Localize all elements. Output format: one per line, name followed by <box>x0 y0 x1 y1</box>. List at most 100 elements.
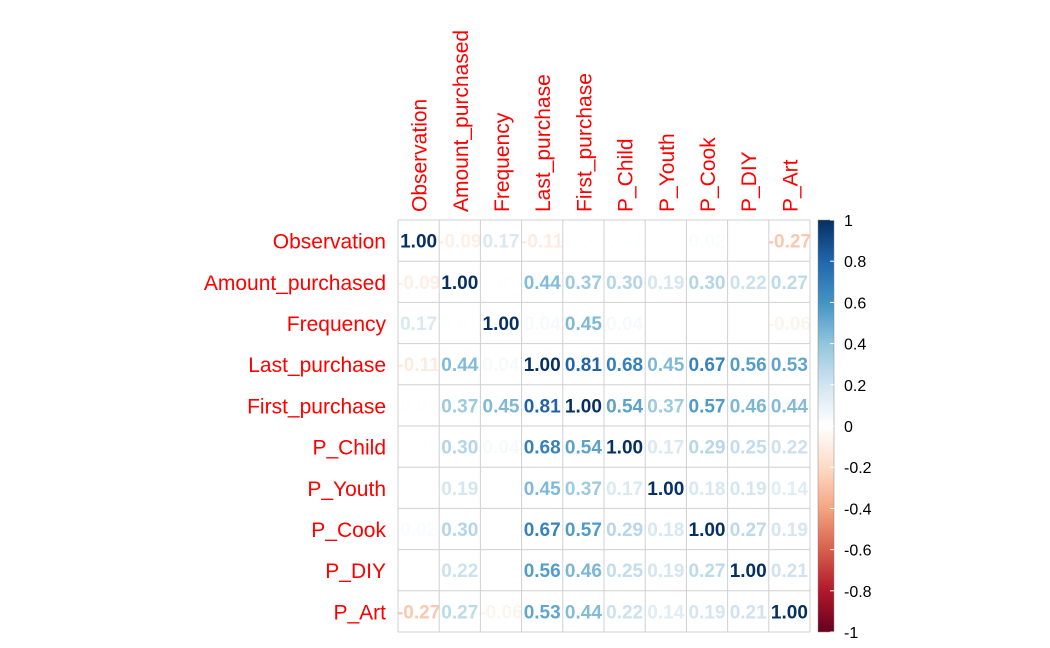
cell-value-label: 0.22 <box>441 561 478 582</box>
cell-value-label: 0.30 <box>606 273 643 294</box>
column-label: P_Cook <box>697 137 720 212</box>
cell-value-label: 0.44 <box>565 602 602 623</box>
heatmap-cell <box>480 590 522 632</box>
cell-value-label: 0.02 <box>400 520 437 541</box>
heatmap-cell <box>439 549 481 591</box>
cell-value-label: 0.00 <box>647 314 684 335</box>
heatmap-cell <box>439 590 481 632</box>
cell-value-label: 0.45 <box>483 396 520 417</box>
cell-value-label: 1.00 <box>771 602 808 623</box>
cell-value-label: 0.00 <box>730 314 767 335</box>
cell-value-label: 0.17 <box>400 314 437 335</box>
row-label: Observation <box>273 231 386 254</box>
cell-value-label: 0.46 <box>730 396 767 417</box>
heatmap-cell <box>398 426 440 468</box>
cell-value-label: 0.45 <box>647 355 684 376</box>
column-label: P_Art <box>779 159 802 212</box>
cell-value-label: 0.00 <box>647 232 684 253</box>
heatmap-cell <box>727 384 769 426</box>
heatmap-cell <box>768 467 810 509</box>
colorbar-tick-label: -0.2 <box>844 460 872 477</box>
heatmap-cell <box>439 384 481 426</box>
cell-value-label: 0.30 <box>441 520 478 541</box>
heatmap-cell <box>480 467 522 509</box>
cell-value-label: 0.01 <box>483 273 520 294</box>
cell-value-label: -0.09 <box>438 232 481 253</box>
cell-value-label: 0.18 <box>689 479 726 500</box>
heatmap-cell <box>645 508 687 550</box>
heatmap-cell <box>686 508 728 550</box>
cell-value-label: 0.68 <box>524 438 561 459</box>
heatmap-cell <box>398 467 440 509</box>
cell-value-label: 0.27 <box>730 520 767 541</box>
heatmap-cell <box>604 549 646 591</box>
cell-value-label: 0.29 <box>689 438 726 459</box>
row-label: P_DIY <box>325 560 386 583</box>
heatmap-cell <box>480 302 522 344</box>
heatmap-cell <box>727 467 769 509</box>
cell-value-label: 0.27 <box>441 602 478 623</box>
cell-value-label: 0.45 <box>565 314 602 335</box>
heatmap-cell <box>562 220 604 262</box>
cell-value-label: 0.19 <box>647 273 684 294</box>
cell-value-label: 0.22 <box>606 602 643 623</box>
cell-value-label: 0.25 <box>730 438 767 459</box>
heatmap-cell <box>768 384 810 426</box>
heatmap-cell <box>398 384 440 426</box>
heatmap-cell <box>645 549 687 591</box>
heatmap-cell <box>439 220 481 262</box>
heatmap-cell <box>562 549 604 591</box>
heatmap-cell <box>645 590 687 632</box>
heatmap-cell <box>604 302 646 344</box>
heatmap-cell <box>727 426 769 468</box>
heatmap-cell <box>398 261 440 303</box>
row-label: Amount_purchased <box>204 272 386 295</box>
cell-value-label: 1.00 <box>647 479 684 500</box>
heatmap-cell <box>604 384 646 426</box>
heatmap-cell <box>686 590 728 632</box>
cell-value-label: 0.56 <box>730 355 767 376</box>
heatmap-cell <box>521 384 563 426</box>
column-label: P_DIY <box>738 151 761 212</box>
cell-value-label: 0.19 <box>730 479 767 500</box>
cell-value-label: 0.68 <box>606 355 643 376</box>
heatmap-cell <box>686 549 728 591</box>
heatmap-cell <box>645 302 687 344</box>
heatmap-cell <box>439 343 481 385</box>
cell-value-label: 0.22 <box>771 438 808 459</box>
colorbar-tick-label: 0.4 <box>844 337 866 354</box>
cell-value-label: -0.11 <box>521 232 564 253</box>
heatmap-cell <box>521 343 563 385</box>
cell-value-label: 0.30 <box>689 273 726 294</box>
cell-value-label: -0.11 <box>397 355 440 376</box>
heatmap-cell <box>645 343 687 385</box>
heatmap-cell <box>562 467 604 509</box>
colorbar-tick-label: 1 <box>844 213 853 230</box>
heatmap-cell <box>645 220 687 262</box>
heatmap-cell <box>686 261 728 303</box>
colorbar-tick-label: 0.6 <box>844 295 866 312</box>
heatmap-cell <box>727 343 769 385</box>
cell-value-label: 1.00 <box>483 314 520 335</box>
heatmap-cell <box>398 508 440 550</box>
heatmap-cell <box>562 384 604 426</box>
row-label: Last_purchase <box>248 354 386 377</box>
heatmap-cell <box>521 467 563 509</box>
heatmap-cell <box>727 590 769 632</box>
cell-value-label: 0.25 <box>606 561 643 582</box>
heatmap-cell <box>521 261 563 303</box>
heatmap-cell <box>604 220 646 262</box>
column-label: P_Youth <box>656 133 679 212</box>
cell-value-label: 0.17 <box>483 232 520 253</box>
heatmap-cell <box>768 508 810 550</box>
cell-value-label: 0.54 <box>565 438 602 459</box>
heatmap-cells: 1.00 -0.09 0.17 -0.11 0.01 0.01 0.00 0.02 0.00 -0… <box>397 220 811 632</box>
cell-value-label: 0.14 <box>647 602 684 623</box>
cell-value-label: 0.57 <box>689 396 726 417</box>
cell-value-label: 1.00 <box>730 561 767 582</box>
column-label: Observation <box>409 99 432 212</box>
heatmap-cell <box>562 261 604 303</box>
cell-value-label: 1.00 <box>565 396 602 417</box>
column-label: Last_purchase <box>532 74 555 212</box>
heatmap-cell <box>562 590 604 632</box>
